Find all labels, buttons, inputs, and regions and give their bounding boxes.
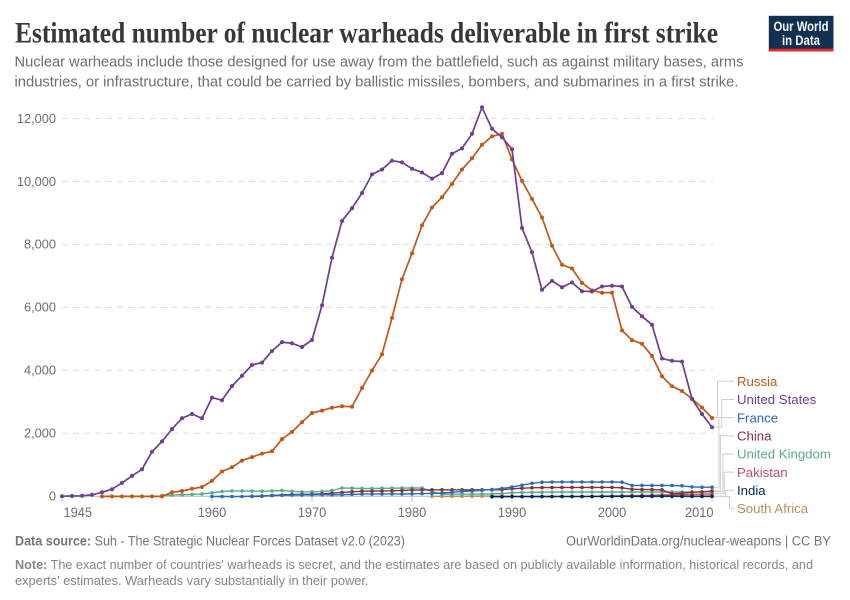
svg-text:Data source: Suh - The Strateg: Data source: Suh - The Strategic Nuclear… bbox=[15, 533, 405, 548]
svg-text:1980: 1980 bbox=[398, 505, 427, 521]
svg-text:United States: United States bbox=[737, 392, 817, 407]
svg-text:10,000: 10,000 bbox=[17, 174, 56, 189]
svg-text:1990: 1990 bbox=[498, 505, 527, 521]
svg-text:United Kingdom: United Kingdom bbox=[737, 447, 831, 462]
svg-text:India: India bbox=[737, 483, 766, 498]
svg-text:2,000: 2,000 bbox=[24, 426, 56, 441]
svg-text:Estimated number of nuclear wa: Estimated number of nuclear warheads del… bbox=[15, 18, 718, 50]
svg-text:1960: 1960 bbox=[198, 505, 227, 521]
svg-text:OurWorldinData.org/nuclear-wea: OurWorldinData.org/nuclear-weapons | CC … bbox=[566, 533, 831, 548]
svg-text:Note: The exact number of coun: Note: The exact number of countries' war… bbox=[15, 557, 813, 572]
svg-text:experts' estimates. Warheads v: experts' estimates. Warheads vary substa… bbox=[15, 573, 369, 588]
svg-text:Nuclear warheads include those: Nuclear warheads include those designed … bbox=[15, 54, 744, 71]
svg-text:6,000: 6,000 bbox=[24, 300, 56, 315]
svg-text:South Africa: South Africa bbox=[737, 501, 809, 516]
svg-text:Our World: Our World bbox=[774, 19, 829, 34]
svg-text:Pakistan: Pakistan bbox=[737, 465, 788, 480]
svg-text:4,000: 4,000 bbox=[24, 363, 56, 378]
svg-text:8,000: 8,000 bbox=[24, 237, 56, 252]
svg-text:1970: 1970 bbox=[298, 505, 327, 521]
svg-text:2000: 2000 bbox=[598, 505, 627, 521]
svg-text:in Data: in Data bbox=[782, 33, 820, 48]
svg-text:12,000: 12,000 bbox=[17, 111, 56, 126]
svg-text:Russia: Russia bbox=[737, 374, 778, 389]
svg-text:2010: 2010 bbox=[685, 505, 714, 521]
svg-text:China: China bbox=[737, 429, 772, 444]
svg-text:industries, or infrastructure,: industries, or infrastructure, that coul… bbox=[15, 73, 739, 90]
svg-text:0: 0 bbox=[49, 489, 56, 504]
svg-text:1945: 1945 bbox=[64, 505, 93, 521]
svg-text:France: France bbox=[737, 410, 778, 425]
